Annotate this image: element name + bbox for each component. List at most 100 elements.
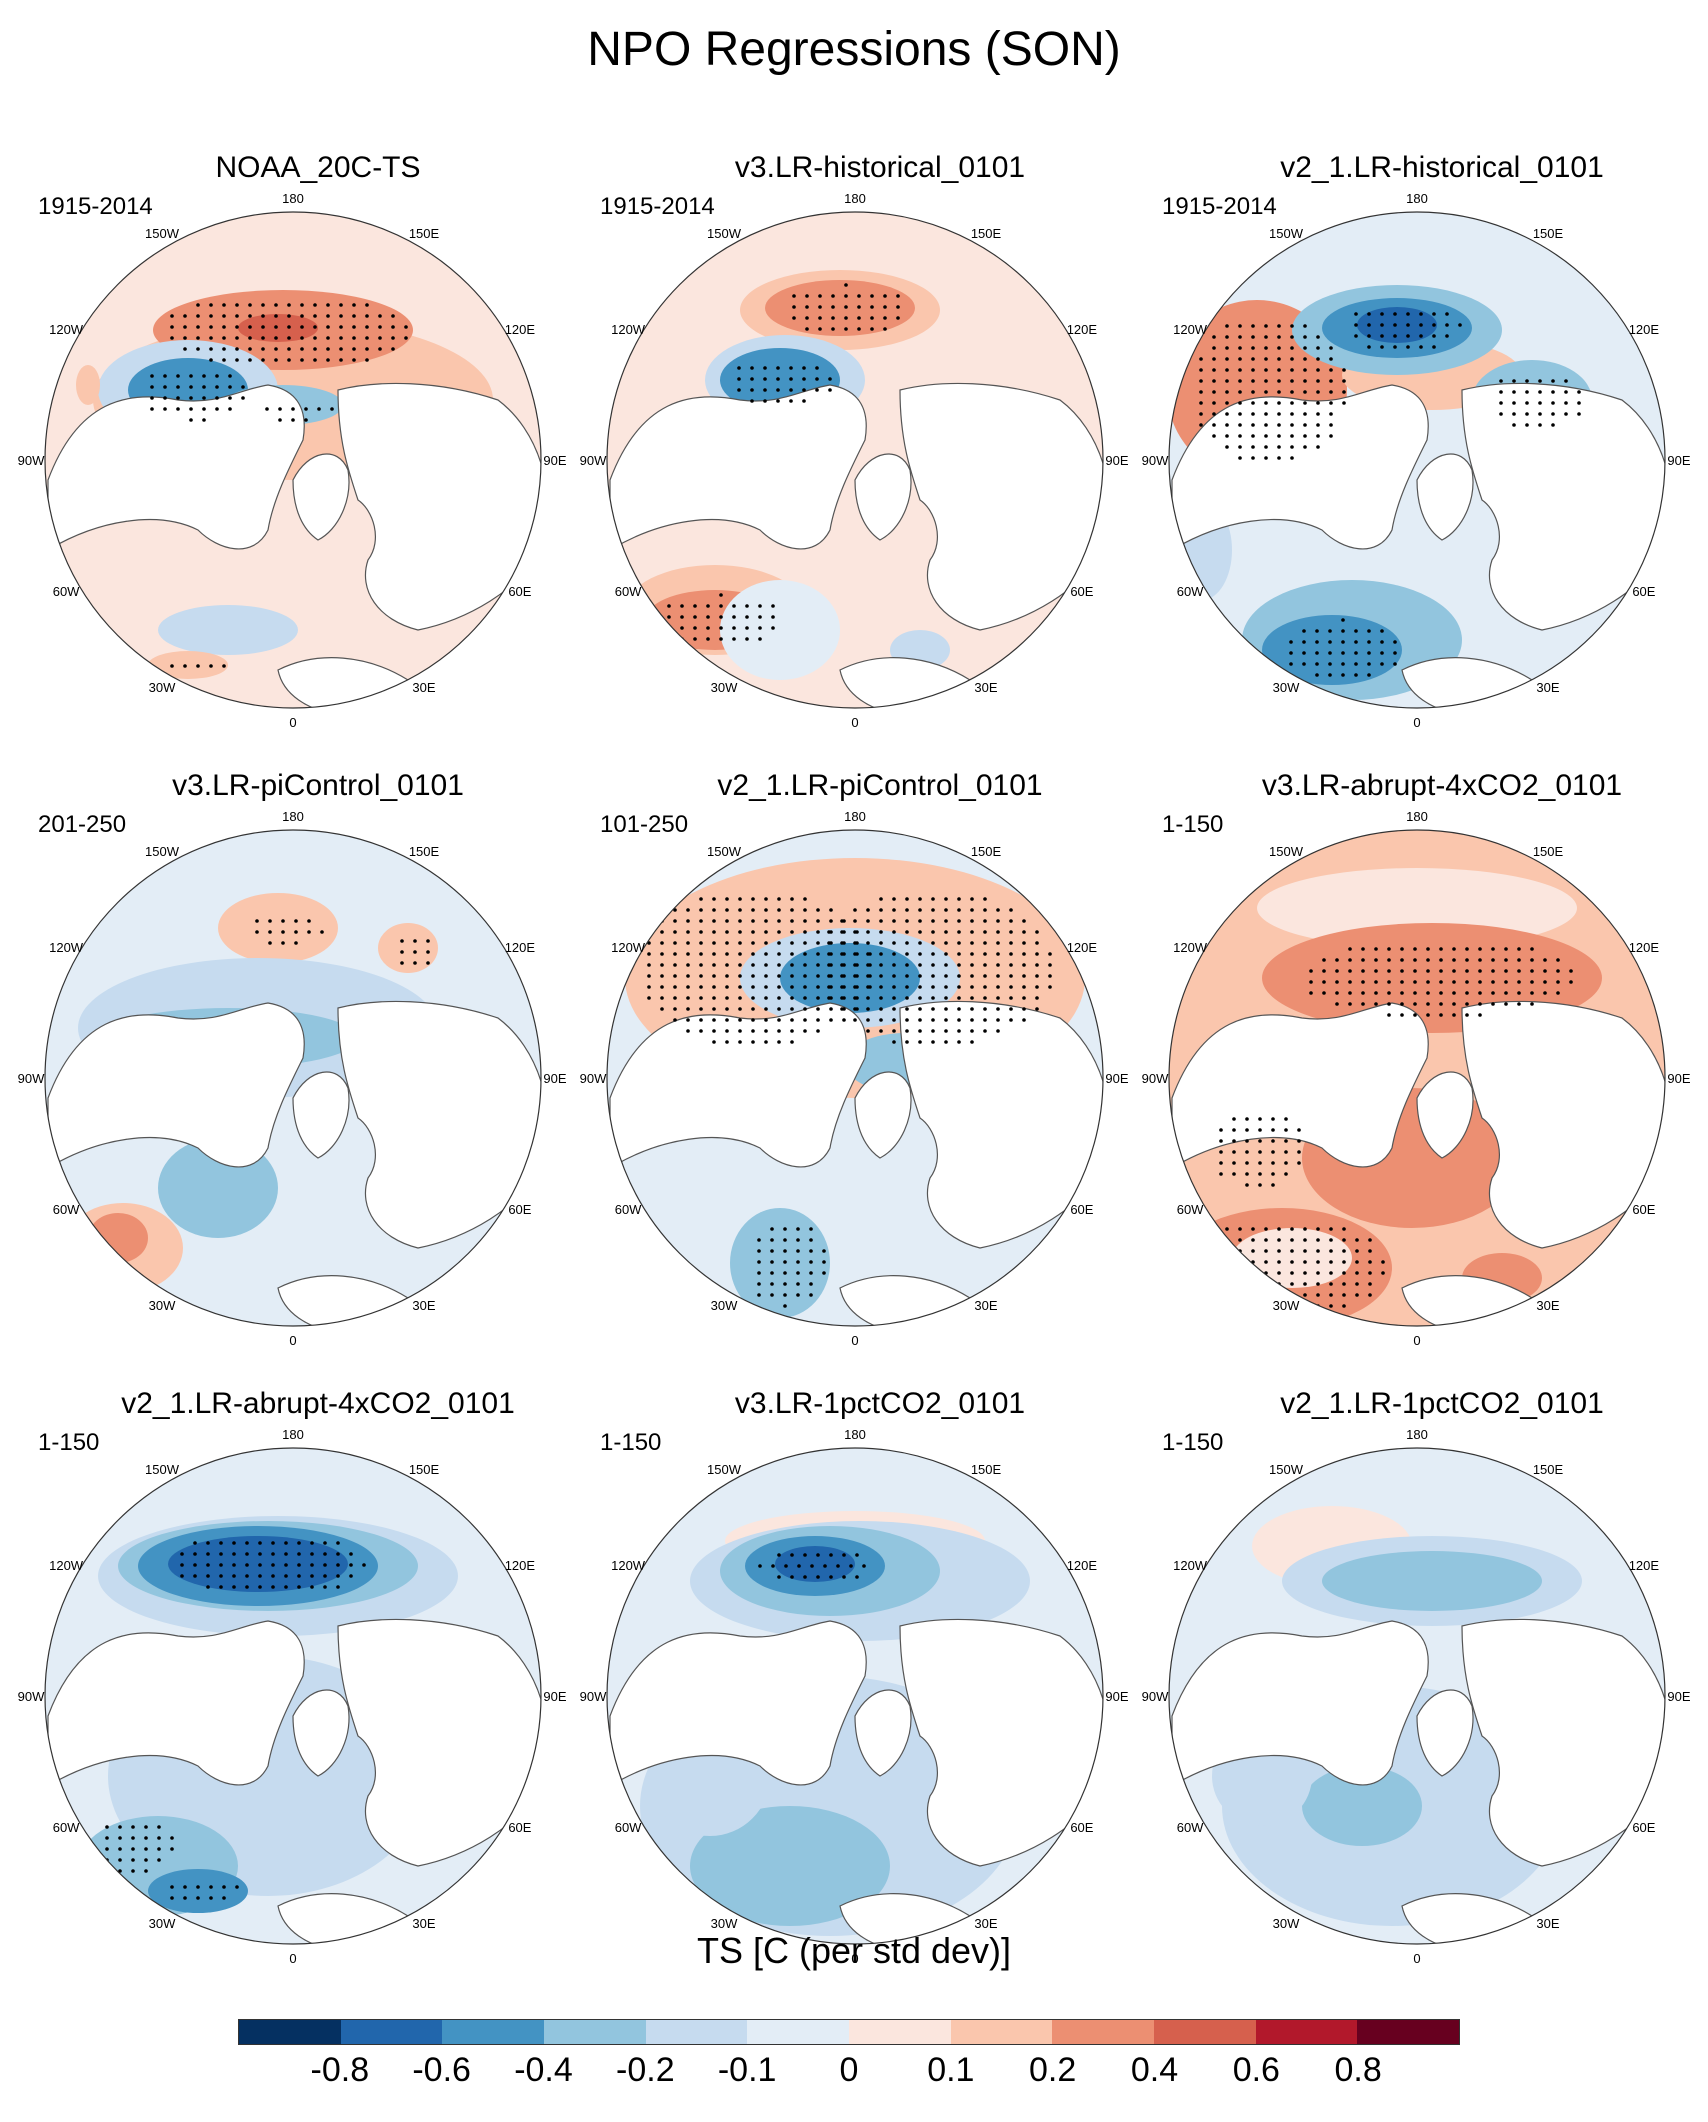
significance-dot [300, 358, 304, 362]
significance-dot [803, 1575, 807, 1579]
significance-dot [1517, 980, 1521, 984]
significance-dot [1009, 941, 1013, 945]
significance-dot [1264, 368, 1268, 372]
significance-dot [792, 316, 796, 320]
significance-dot [751, 919, 755, 923]
significance-dot [1316, 1282, 1320, 1286]
significance-dot [1361, 980, 1365, 984]
longitude-label: 90W [1142, 1689, 1169, 1704]
significance-dot [829, 1575, 833, 1579]
significance-dot [879, 930, 883, 934]
significance-dot [842, 1553, 846, 1557]
significance-dot [1225, 324, 1229, 328]
significance-dot [118, 1825, 122, 1829]
significance-dot [883, 305, 887, 309]
significance-dot [970, 963, 974, 967]
significance-dot [1022, 1018, 1026, 1022]
significance-dot [790, 996, 794, 1000]
significance-dot [892, 930, 896, 934]
significance-dot [879, 974, 883, 978]
significance-dot [235, 303, 239, 307]
significance-dot [660, 974, 664, 978]
longitude-label: 150W [145, 1462, 180, 1477]
significance-dot [287, 336, 291, 340]
significance-dot [1225, 412, 1229, 416]
longitude-label: 0 [1413, 1333, 1420, 1348]
significance-dot [1225, 357, 1229, 361]
significance-dot [996, 985, 1000, 989]
longitude-label: 90E [1105, 453, 1128, 468]
map-panel: v2_1.LR-abrupt-4xCO2_0101 1-150 180 150E 120… [18, 1386, 598, 1986]
significance-dot [1316, 1238, 1320, 1242]
significance-dot [1368, 1271, 1372, 1275]
significance-dot [1439, 991, 1443, 995]
significance-dot [1251, 379, 1255, 383]
significance-dot [1302, 651, 1306, 655]
longitude-label: 150E [1533, 844, 1564, 859]
significance-dot [1517, 991, 1521, 995]
significance-dot [413, 950, 417, 954]
significance-dot [918, 952, 922, 956]
significance-dot [326, 336, 330, 340]
significance-dot [1432, 345, 1436, 349]
land-mask [47, 1002, 305, 1170]
significance-dot [222, 325, 226, 329]
significance-dot [764, 996, 768, 1000]
significance-dot [1342, 390, 1346, 394]
significance-dot [1400, 980, 1404, 984]
significance-dot [1258, 1117, 1262, 1121]
significance-dot [193, 1552, 197, 1556]
significance-dot [300, 336, 304, 340]
significance-dot [391, 314, 395, 318]
significance-dot [816, 963, 820, 967]
significance-dot [1380, 345, 1384, 349]
significance-dot [1504, 991, 1508, 995]
significance-dot [1225, 379, 1229, 383]
significance-dot [918, 897, 922, 901]
significance-dot [1290, 1227, 1294, 1231]
longitude-label: 0 [851, 1333, 858, 1348]
significance-dot [970, 908, 974, 912]
significance-dot [818, 327, 822, 331]
significance-dot [983, 930, 987, 934]
significance-dot [196, 1896, 200, 1900]
significance-dot [196, 664, 200, 668]
significance-dot [1232, 1150, 1236, 1154]
land-mask [854, 1071, 912, 1159]
significance-dot [1564, 379, 1568, 383]
significance-dot [1245, 1161, 1249, 1165]
longitude-label: 30W [711, 1916, 738, 1931]
significance-dot [777, 952, 781, 956]
anomaly-region [378, 923, 438, 973]
significance-dot [1297, 1128, 1301, 1132]
colorbar-tick-label: -0.6 [412, 2051, 471, 2089]
significance-dot [1355, 1260, 1359, 1264]
significance-dot [699, 897, 703, 901]
land-mask [1461, 382, 1665, 631]
significance-dot [829, 919, 833, 923]
significance-dot [1348, 1002, 1352, 1006]
significance-dot [1199, 379, 1203, 383]
significance-dot [1452, 1013, 1456, 1017]
significance-dot [853, 919, 857, 923]
significance-dot [803, 996, 807, 1000]
significance-dot [1445, 334, 1449, 338]
land-mask [609, 1002, 867, 1170]
significance-dot [751, 963, 755, 967]
significance-dot [1538, 390, 1542, 394]
significance-dot [647, 985, 651, 989]
significance-dot [983, 1007, 987, 1011]
significance-dot [1035, 930, 1039, 934]
significance-dot [892, 1018, 896, 1022]
significance-dot [1199, 1282, 1203, 1286]
significance-dot [712, 1040, 716, 1044]
significance-dot [931, 930, 935, 934]
significance-dot [745, 615, 749, 619]
significance-dot [764, 1018, 768, 1022]
significance-dot [1439, 947, 1443, 951]
significance-dot [1284, 1139, 1288, 1143]
significance-dot [1232, 1161, 1236, 1165]
significance-dot [1225, 434, 1229, 438]
map-panel: v3.LR-piControl_0101 201-250 180 150E 120E 90… [18, 768, 598, 1368]
